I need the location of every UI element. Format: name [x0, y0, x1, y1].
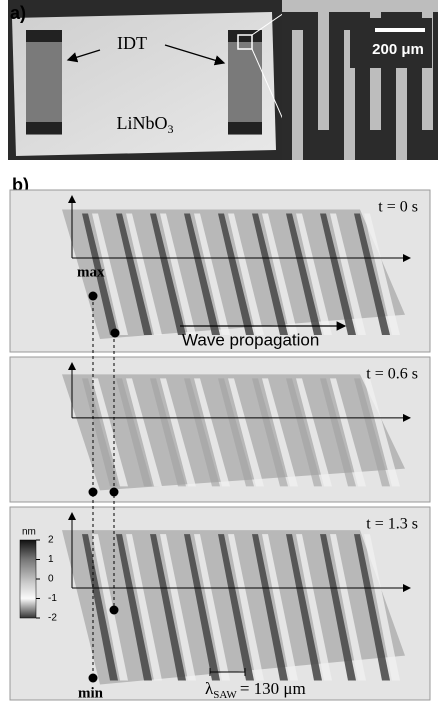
substrate-label: LiNbO3 — [117, 113, 174, 136]
idt-pad — [26, 122, 62, 134]
colorbar-tick-label: -1 — [48, 593, 57, 604]
substrate-sub: 3 — [168, 122, 174, 136]
colorbar-unit: nm — [22, 527, 36, 538]
idt-right — [228, 30, 262, 135]
idt-label: IDT — [117, 33, 147, 53]
colorbar-tick-label: 0 — [48, 574, 54, 585]
time-label: t = 0 s — [378, 199, 418, 216]
colorbar — [20, 540, 36, 618]
panel-label: a) — [10, 3, 26, 23]
lambda-value: = 130 μm — [240, 679, 306, 698]
colorbar-tick-label: 2 — [48, 535, 54, 546]
max-label: max — [77, 264, 105, 280]
dot — [110, 606, 119, 615]
frames: t = 0 s t = 0.6 s t = 1.3 s — [10, 190, 430, 700]
idt-left — [26, 30, 62, 135]
min-label: min — [78, 685, 104, 701]
dot — [89, 292, 98, 301]
dot — [89, 674, 98, 683]
time-label: t = 1.3 s — [366, 516, 418, 533]
colorbar-tick-label: 1 — [48, 554, 54, 565]
busbar — [282, 0, 438, 12]
dot — [110, 488, 119, 497]
dot — [111, 329, 120, 338]
finger — [292, 30, 303, 160]
lambda-sub: SAW — [213, 689, 237, 701]
scale-label: 200 μm — [372, 41, 424, 58]
figure: IDT LiNbO3 a) 200 μm b) t = 0 st = 0.6 s… — [0, 0, 438, 707]
colorbar-tick-label: -2 — [48, 613, 57, 624]
substrate-main: LiNbO — [117, 113, 168, 133]
dot — [89, 488, 98, 497]
arrow-label: Wave propagation — [182, 330, 319, 349]
time-label: t = 0.6 s — [366, 366, 418, 383]
idt-pad — [26, 30, 62, 42]
finger — [318, 0, 329, 130]
idt-pad — [228, 122, 262, 134]
